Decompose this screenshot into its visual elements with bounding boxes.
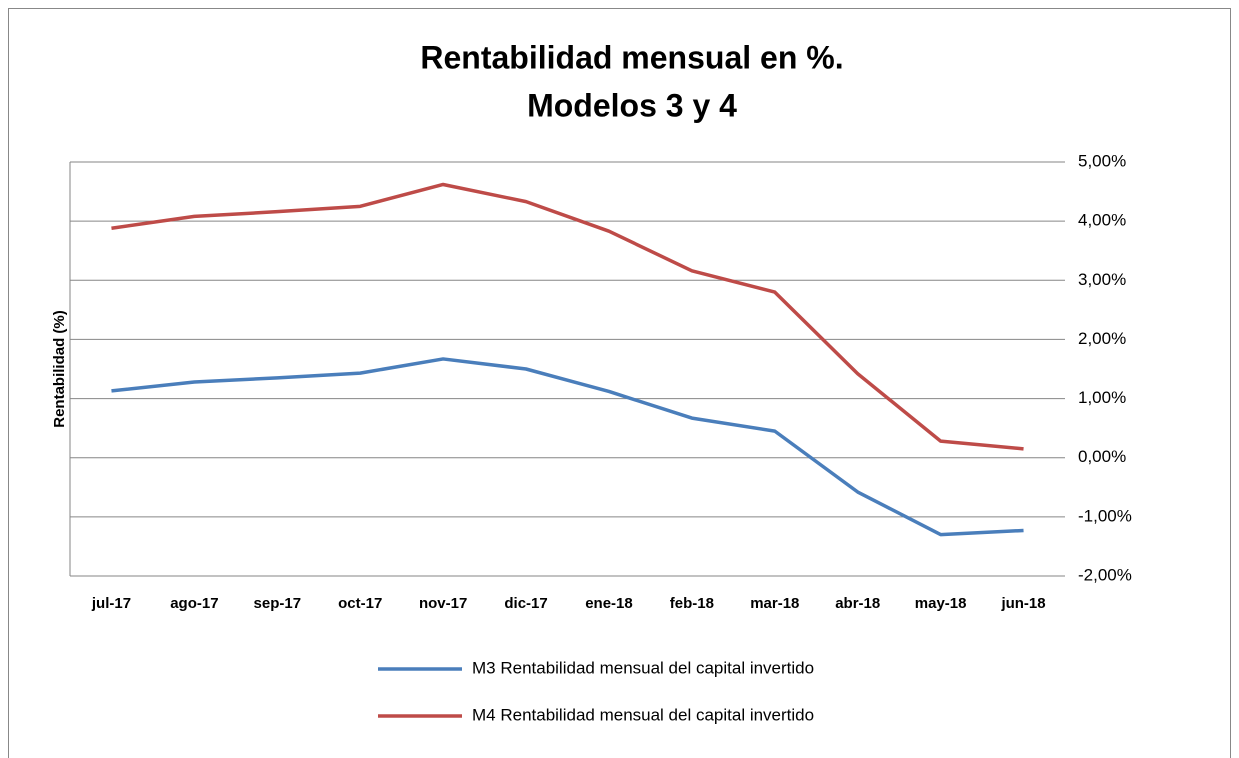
y-tick-label: 0,00%: [1078, 447, 1126, 466]
x-tick-label: ene-18: [585, 595, 633, 612]
x-tick-label: oct-17: [338, 595, 382, 612]
y-tick-label: -2,00%: [1078, 565, 1132, 584]
y-tick-label: 4,00%: [1078, 211, 1126, 230]
legend-label: M4 Rentabilidad mensual del capital inve…: [472, 705, 814, 724]
series-line: [111, 182, 1024, 451]
x-tick-label: abr-18: [835, 595, 880, 612]
x-tick-label: sep-17: [254, 595, 302, 612]
x-tick-label: feb-18: [670, 595, 714, 612]
series-line: [111, 357, 1024, 537]
x-tick-label: nov-17: [419, 595, 467, 612]
x-tick-label: mar-18: [750, 595, 799, 612]
x-tick-label: jul-17: [91, 595, 131, 612]
chart-frame: [8, 8, 1231, 758]
x-tick-label: ago-17: [170, 595, 218, 612]
y-tick-label: 3,00%: [1078, 270, 1126, 289]
x-tick-label: may-18: [915, 595, 967, 612]
y-tick-label: 5,00%: [1078, 151, 1126, 170]
x-tick-label: dic-17: [504, 595, 547, 612]
legend-label: M3 Rentabilidad mensual del capital inve…: [472, 658, 814, 677]
y-tick-label: -1,00%: [1078, 506, 1132, 525]
x-tick-label: jun-18: [1000, 595, 1045, 612]
y-tick-label: 1,00%: [1078, 388, 1126, 407]
y-tick-label: 2,00%: [1078, 329, 1126, 348]
y-axis-label: Rentabilidad (%): [51, 310, 68, 428]
chart-title: Modelos 3 y 4: [527, 87, 737, 123]
chart-title: Rentabilidad mensual en %.: [420, 39, 843, 75]
